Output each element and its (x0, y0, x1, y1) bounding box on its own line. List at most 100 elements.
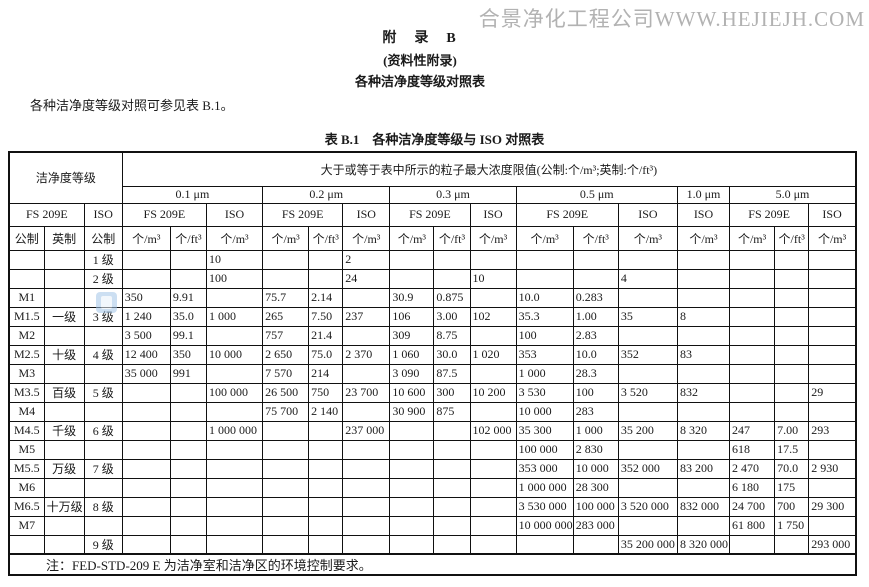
table-cell: 875 (433, 401, 471, 422)
header-unit-m3: 个/m³ (389, 225, 435, 251)
table-cell: 293 (808, 420, 857, 441)
table-cell (433, 515, 471, 536)
table-cell (808, 306, 857, 327)
header-unit-ft3: 个/ft³ (774, 225, 810, 251)
header-iso: ISO (617, 202, 678, 227)
table-cell: 35 000 (121, 363, 171, 384)
table-cell: 8 级 (83, 496, 123, 517)
table-row: M6 1 000 000 28 300 6 180 175 (8, 477, 857, 498)
header-unit-ft3: 个/ft³ (433, 225, 471, 251)
table-cell (308, 420, 344, 441)
table-cell (676, 268, 731, 289)
table-cell: 2 370 (342, 344, 391, 365)
table-cell (8, 534, 45, 555)
table-cell: 8.75 (433, 325, 471, 346)
table-cell (433, 420, 471, 441)
table-cell (169, 515, 207, 536)
table-cell: 102 (469, 306, 517, 327)
table-row: M4 75 700 2 140 30 900 875 10 000 283 (8, 401, 857, 422)
table-cell (676, 439, 731, 460)
table-cell: 1 240 (121, 306, 171, 327)
table-cell: 2 830 (572, 439, 619, 460)
table-cell (617, 477, 678, 498)
cleanliness-comparison-table: 洁净度等级 大于或等于表中所示的粒子最大浓度限值(公制:个/m³;英制:个/ft… (8, 151, 857, 576)
table-cell: 6 180 (729, 477, 776, 498)
table-cell (774, 401, 810, 422)
table-cell (808, 325, 857, 346)
header-iso: ISO (676, 202, 731, 227)
table-cell (308, 439, 344, 460)
table-cell (676, 515, 731, 536)
header-class-group: 洁净度等级 (8, 151, 123, 204)
header-iso: ISO (342, 202, 391, 227)
table-cell (389, 515, 435, 536)
table-row: M7 10 000 000 283 000 61 800 1 750 (8, 515, 857, 536)
table-cell (308, 477, 344, 498)
table-cell: 8 320 000 (676, 534, 731, 555)
table-cell: 350 (121, 287, 171, 308)
table-cell (617, 249, 678, 270)
table-cell (389, 439, 435, 460)
table-cell (205, 458, 264, 479)
table-cell (389, 249, 435, 270)
table-cell: M2.5 (8, 344, 45, 365)
table-cell (121, 439, 171, 460)
table-cell: 1 000 (572, 420, 619, 441)
table-cell: 2.83 (572, 325, 619, 346)
table-cell: 353 000 (515, 458, 574, 479)
table-cell (43, 515, 85, 536)
table-cell: 700 (774, 496, 810, 517)
table-cell (515, 534, 574, 555)
table-cell: 87.5 (433, 363, 471, 384)
table-cell (389, 458, 435, 479)
table-cell (808, 249, 857, 270)
table-cell (617, 363, 678, 384)
table-cell (169, 534, 207, 555)
table-cell: 7.00 (774, 420, 810, 441)
table-cell: 3.00 (433, 306, 471, 327)
table-cell (121, 420, 171, 441)
table-cell (808, 344, 857, 365)
table-cell: 832 (676, 382, 731, 403)
header-iso: ISO (83, 202, 123, 227)
table-cell: 千级 (43, 420, 85, 441)
table-cell: 2 (342, 249, 391, 270)
table-cell (433, 458, 471, 479)
table-cell: 10 (469, 268, 517, 289)
table-cell (774, 344, 810, 365)
header-size-05: 0.5 μm (515, 185, 678, 204)
table-cell (262, 496, 310, 517)
table-cell (774, 534, 810, 555)
table-cell (729, 325, 776, 346)
table-cell: 1 000 (205, 306, 264, 327)
table-cell (729, 534, 776, 555)
table-cell: 350 (169, 344, 207, 365)
table-cell (342, 515, 391, 536)
table-cell (205, 515, 264, 536)
table-cell (169, 249, 207, 270)
table-cell (342, 325, 391, 346)
table-cell: 309 (389, 325, 435, 346)
table-cell: 300 (433, 382, 471, 403)
table-cell (8, 249, 45, 270)
table-cell: 10 000 (572, 458, 619, 479)
table-cell (617, 325, 678, 346)
table-cell: 237 000 (342, 420, 391, 441)
table-cell (808, 287, 857, 308)
table-cell: 1 级 (83, 249, 123, 270)
table-cell: 618 (729, 439, 776, 460)
table-cell: 237 (342, 306, 391, 327)
table-cell: 26 500 (262, 382, 310, 403)
table-cell (121, 515, 171, 536)
table-cell (676, 325, 731, 346)
header-unit-m3: 个/m³ (262, 225, 310, 251)
table-cell (262, 477, 310, 498)
table-cell: 283 000 (572, 515, 619, 536)
table-cell: 2.14 (308, 287, 344, 308)
table-cell (389, 420, 435, 441)
table-cell (433, 534, 471, 555)
table-cell: 8 320 (676, 420, 731, 441)
table-cell: 21.4 (308, 325, 344, 346)
watermark-badge-icon (96, 292, 117, 313)
table-cell (121, 458, 171, 479)
